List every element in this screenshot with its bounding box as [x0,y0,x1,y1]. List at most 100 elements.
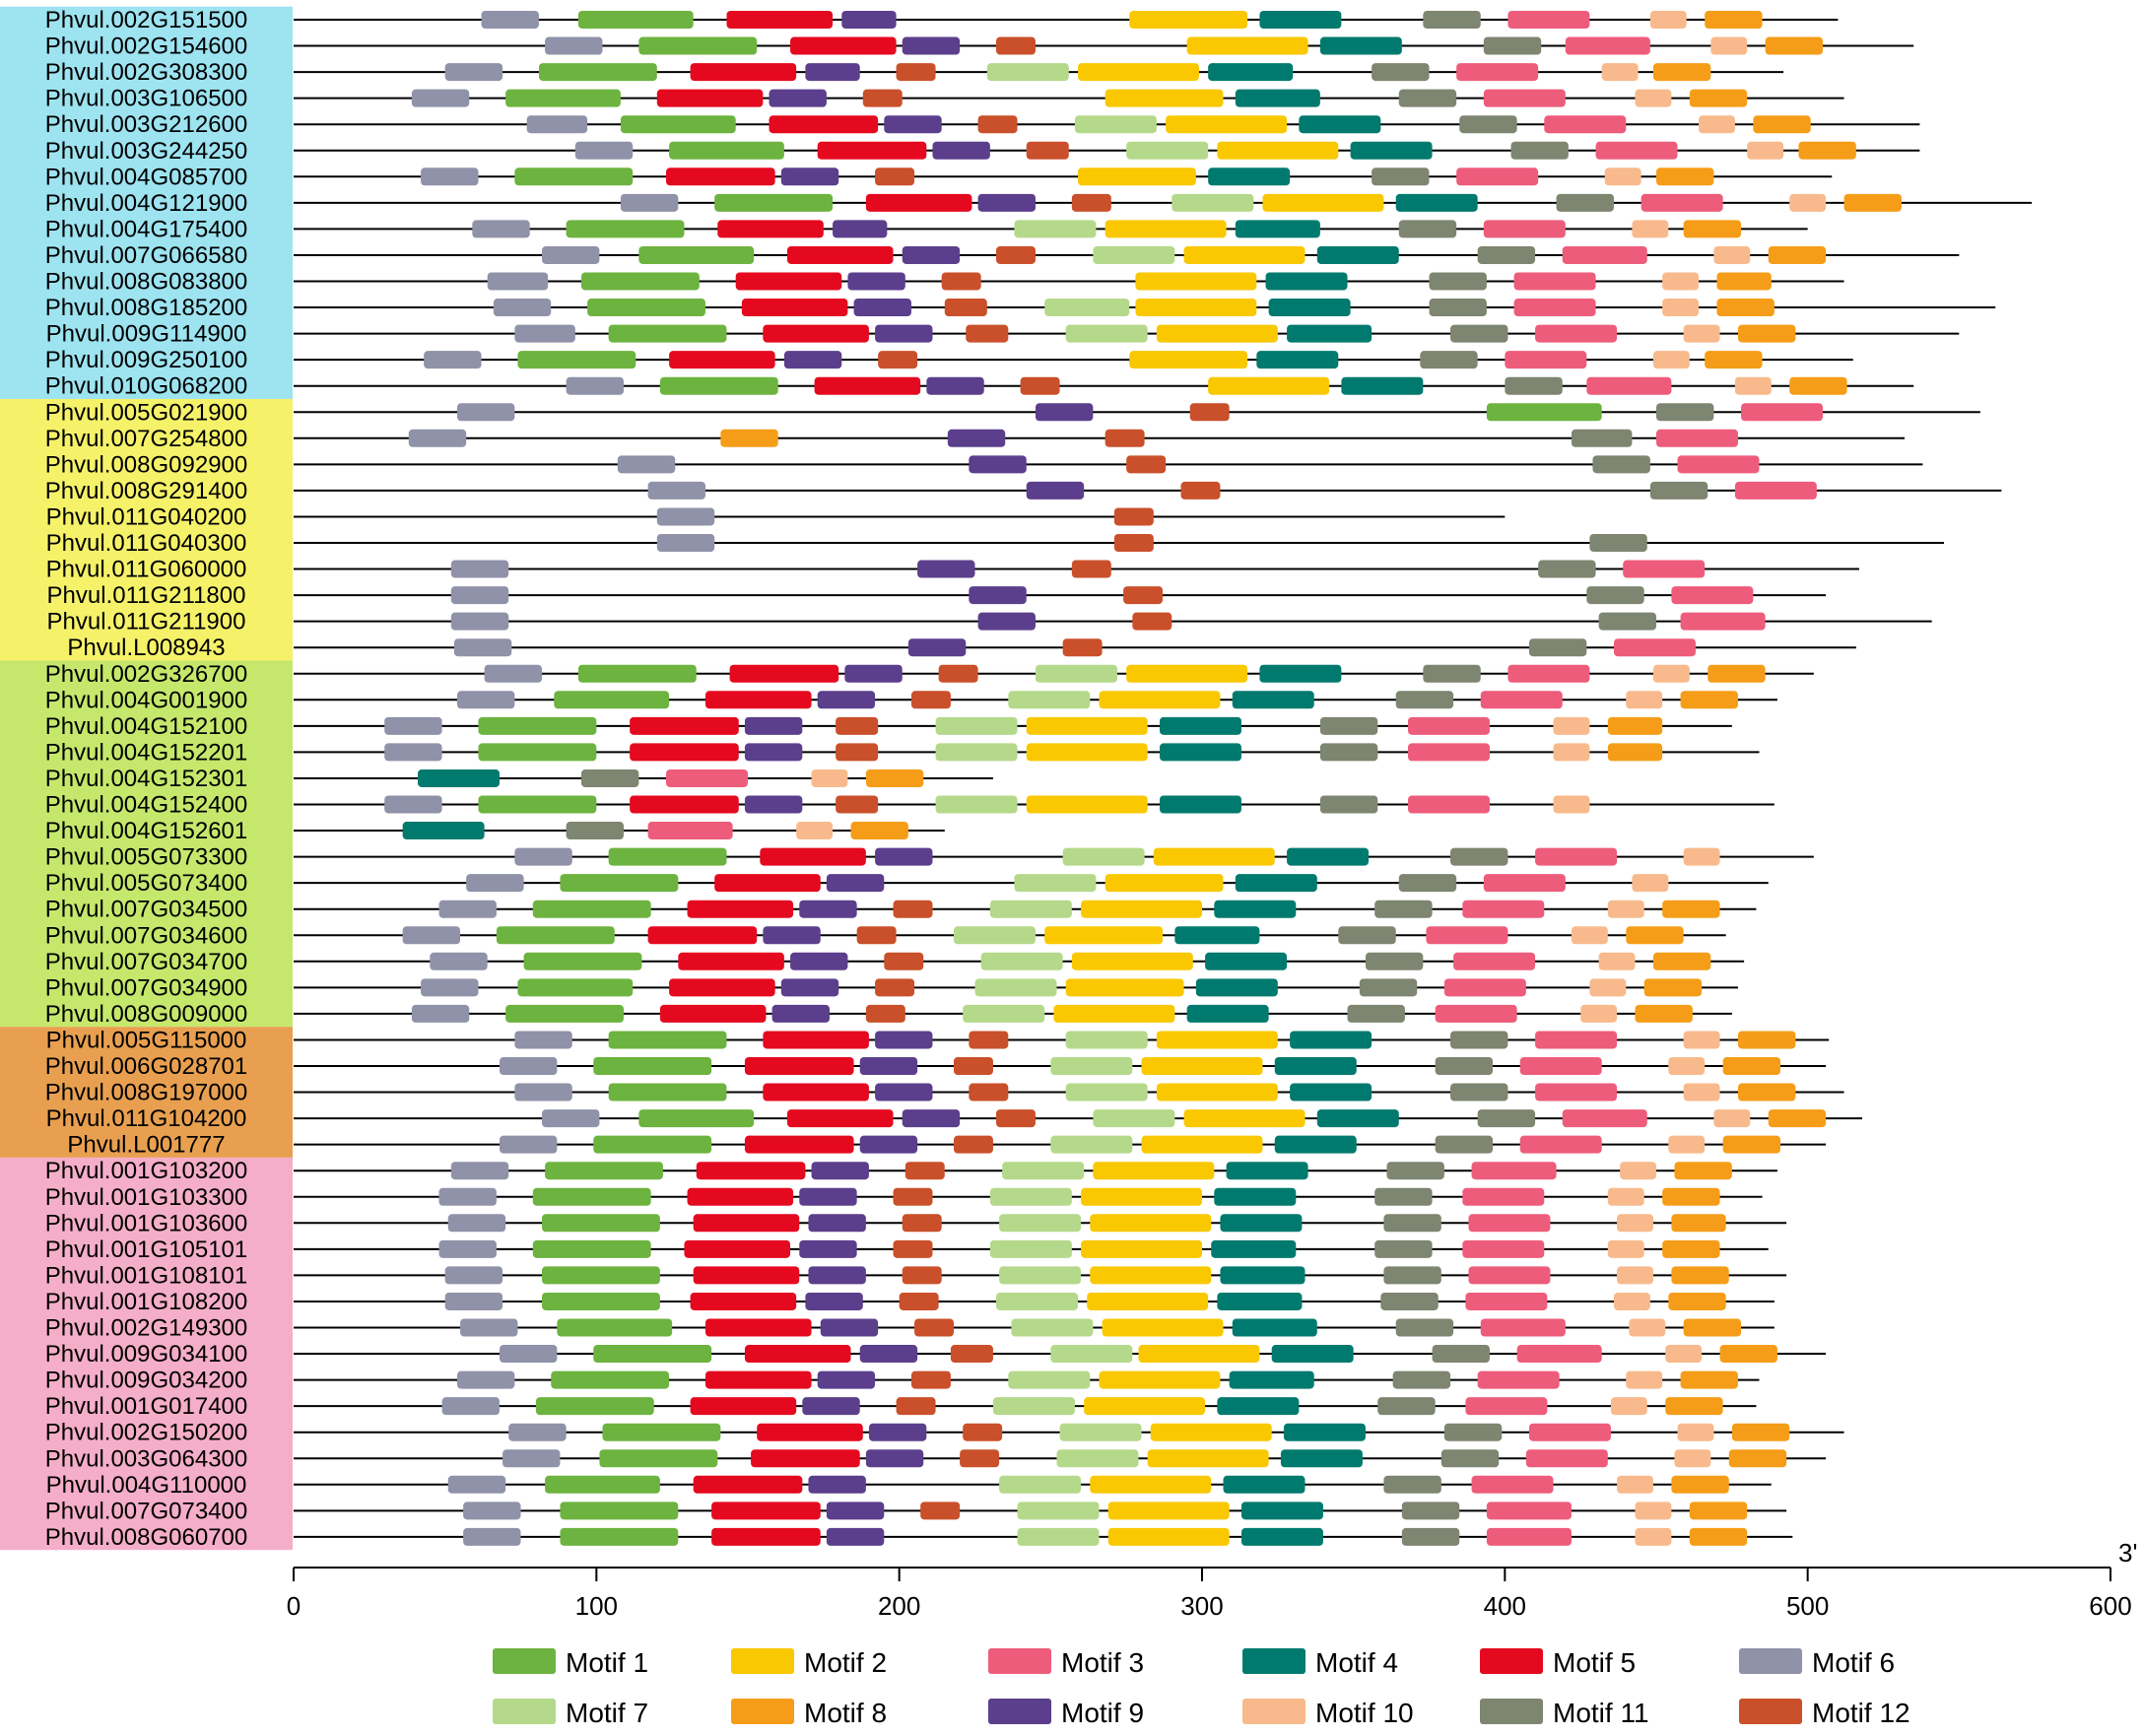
motif-3-box [1641,193,1723,212]
motif-11-box [1365,952,1424,970]
motif-10-box [1699,115,1735,134]
motif-11-box [1372,167,1430,186]
motif-1-box [514,167,634,186]
motif-10-box [1629,1318,1666,1337]
motif-6-box [447,1475,506,1494]
gene-label: Phvul.004G152400 [45,792,248,819]
motif-11-box [1380,1292,1439,1310]
motif-2-box [1026,743,1148,762]
motif-9-box [875,847,933,866]
motif-8-box [1662,1187,1720,1206]
motif-10-box [1632,874,1669,893]
motif-4-box [1240,1502,1323,1520]
motif-11-box [1374,1239,1433,1258]
motif-7-box [935,795,1018,814]
motif-6-box [450,1162,509,1180]
motif-7-box [999,1266,1082,1285]
motif-9-box [868,1423,927,1441]
motif-9-box [847,272,905,291]
motif-7-box [1017,1502,1100,1520]
motif-5-box [741,299,848,317]
motif-11-box [1401,1502,1460,1520]
gene-label: Phvul.008G185200 [45,295,248,321]
motif-8-box [1737,1031,1796,1049]
motif-12-box [969,1083,1009,1102]
motif-2-box [1105,89,1224,107]
motif-11-box [1598,612,1656,631]
motif-7-box [1074,115,1157,134]
motif-2-box [1099,691,1221,709]
motif-4-box [1159,795,1241,814]
motif-9-box [826,1502,885,1520]
motif-6-box [481,11,539,29]
motif-3-box [1535,1083,1618,1102]
motif-2-box [1105,220,1227,238]
motif-1-box [554,691,670,709]
motif-2-box [1071,952,1193,970]
motif-5-box [647,926,758,945]
motif-1-box [608,324,727,343]
motif-12-box [875,978,915,997]
motif-8-box [1843,193,1902,212]
motif-6-box [456,1370,515,1389]
legend-swatch-motif-3 [988,1648,1051,1674]
axis-end-label: 3' [2118,1538,2137,1568]
motif-2-box [1090,1214,1212,1233]
motif-6-box [384,716,442,735]
legend-swatch-motif-11 [1480,1699,1543,1724]
motif-7-box [953,926,1036,945]
motif-8-box [1722,1135,1781,1154]
gene-label: Phvul.004G152601 [45,818,248,844]
motif-4-box [1214,1187,1297,1206]
motif-4-box [1232,691,1314,709]
motif-7-box [1093,245,1175,264]
gene-label: Phvul.001G103300 [45,1184,248,1211]
motif-1-box [577,11,694,29]
gene-label: Phvul.008G291400 [45,478,248,504]
motif-1-box [478,743,597,762]
motif-4-box [1220,1214,1303,1233]
motif-3-box [1453,952,1536,970]
motif-5-box [684,1239,791,1258]
gene-label: Phvul.003G064300 [45,1445,248,1472]
motif-9-box [802,1397,860,1416]
motif-6-box [430,952,488,970]
motif-3-box [1562,245,1647,264]
motif-8-box [1671,1214,1726,1233]
gene-label: Phvul.002G308300 [45,59,248,86]
motif-2-box [1156,1083,1278,1102]
motif-12-box [1126,455,1167,474]
motif-2-box [1077,63,1199,82]
motif-12-box [893,1187,933,1206]
motif-12-box [865,1004,905,1023]
motif-10-box [1747,141,1784,160]
gene-label: Phvul.005G115000 [46,1027,247,1053]
motif-3-box [1613,638,1696,657]
gene-label: Phvul.002G150200 [45,1420,248,1446]
motif-4-box [1319,36,1402,55]
motif-10-box [1635,1527,1672,1546]
gene-label: Phvul.011G211800 [47,582,246,609]
motif-8-box [1643,978,1703,997]
motif-6-box [453,638,512,657]
motif-5-box [744,1135,854,1154]
motif-5-box [786,1109,894,1128]
motif-9-box [811,1162,869,1180]
motif-5-box [757,1423,863,1441]
motif-10-box [1662,272,1700,291]
motif-6-box [450,560,509,578]
motif-3-box [1480,1318,1566,1337]
motif-5-box [744,1057,854,1075]
motif-6-box [514,847,572,866]
gene-label: Phvul.007G034700 [45,949,248,975]
motif-1-box [714,193,834,212]
legend-swatch-motif-8 [731,1699,794,1724]
motif-10-box [1604,167,1641,186]
motif-4-box [1232,1318,1317,1337]
motif-9-box [977,612,1036,631]
gene-label: Phvul.001G103200 [45,1158,248,1184]
motif-3-box [1519,1057,1602,1075]
motif-12-box [960,1449,1000,1468]
motif-8-box [720,429,778,447]
group-band-3 [0,660,293,1028]
